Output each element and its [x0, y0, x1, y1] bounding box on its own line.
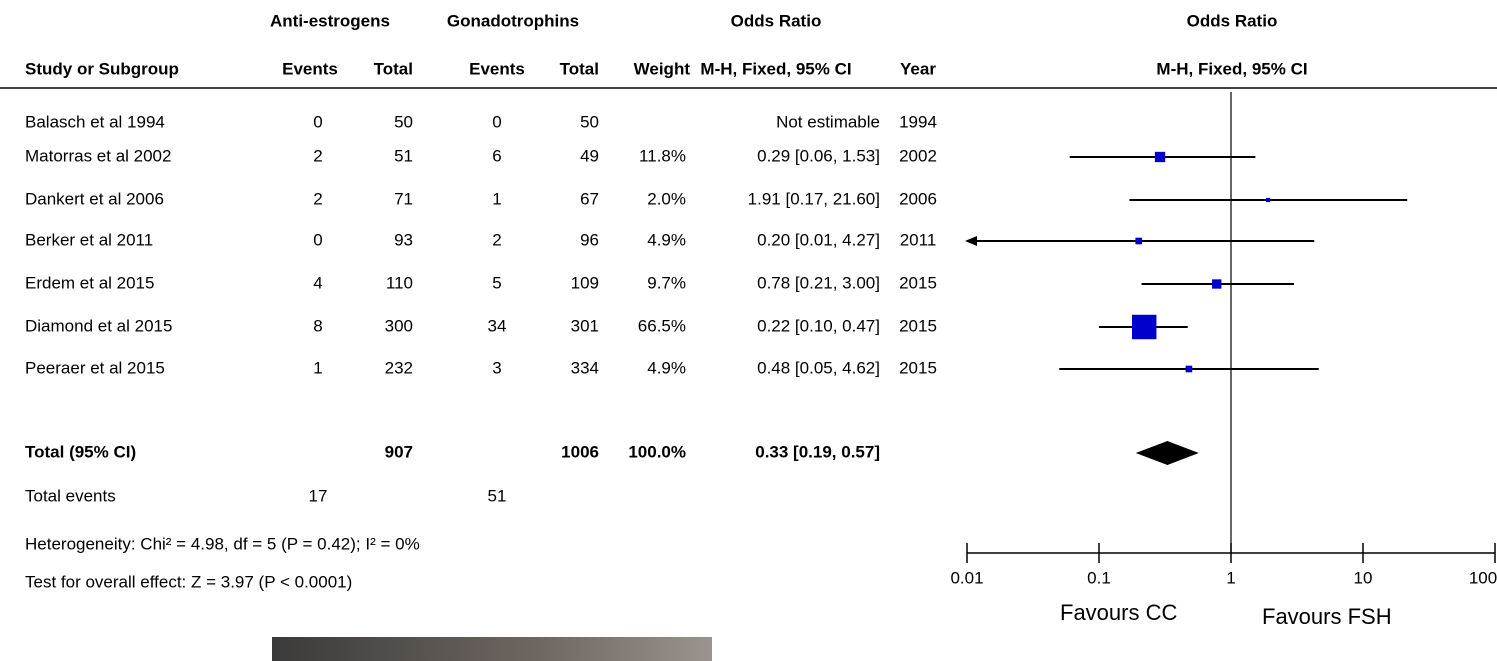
cell-events1: 0	[313, 230, 322, 249]
cell-weight-label: 66.5%	[638, 316, 686, 335]
cell-name: Peeraer et al 2015	[25, 358, 165, 377]
cell-events1: 0	[313, 112, 322, 131]
total-events-2: 51	[488, 486, 507, 505]
total-weight-label: 100.0%	[628, 442, 686, 461]
total-name: Total (95% CI)	[25, 442, 136, 461]
x-tick-label: 100	[1469, 568, 1497, 587]
cell-events2: 3	[492, 358, 501, 377]
group-header: Anti-estrogens	[270, 11, 390, 30]
cell-events1: 8	[313, 316, 322, 335]
cell-year: 2002	[899, 146, 937, 165]
cell-total2: 49	[580, 146, 599, 165]
photo-fragment	[272, 637, 712, 661]
favours-right: Favours FSH	[1262, 604, 1462, 630]
study-marker	[1212, 279, 1221, 288]
column-header: Events	[469, 59, 525, 78]
cell-name: Balasch et al 1994	[25, 112, 165, 131]
cell-events2: 34	[488, 316, 507, 335]
cell-ci-label: 0.20 [0.01, 4.27]	[757, 230, 880, 249]
x-tick-label: 1	[1226, 568, 1235, 587]
cell-total1: 93	[394, 230, 413, 249]
cell-total2: 109	[571, 273, 599, 292]
cell-total2: 67	[580, 189, 599, 208]
cell-total1: 50	[394, 112, 413, 131]
plot-title: Odds Ratio	[1187, 11, 1278, 30]
cell-events2: 5	[492, 273, 501, 292]
cell-total2: 301	[571, 316, 599, 335]
cell-ci-label: 1.91 [0.17, 21.60]	[748, 189, 880, 208]
plot-subtitle: M-H, Fixed, 95% CI	[1156, 59, 1307, 78]
x-tick-label: 10	[1354, 568, 1373, 587]
cell-ci-label: 0.29 [0.06, 1.53]	[757, 146, 880, 165]
cell-total1: 232	[385, 358, 413, 377]
cell-ci-label: Not estimable	[776, 112, 880, 131]
overall-effect: Test for overall effect: Z = 3.97 (P < 0…	[25, 572, 352, 591]
cell-total2: 334	[571, 358, 599, 377]
cell-name: Erdem et al 2015	[25, 273, 154, 292]
cell-total2: 96	[580, 230, 599, 249]
total-diamond	[1136, 441, 1199, 465]
cell-events1: 1	[313, 358, 322, 377]
favours-left: Favours CC	[1060, 600, 1180, 626]
chart: Anti-estrogens Gonadotrophins Odds Ratio…	[0, 0, 1497, 661]
cell-total2: 50	[580, 112, 599, 131]
cell-year: 2015	[899, 316, 937, 335]
cell-name: Diamond et al 2015	[25, 316, 172, 335]
cell-events1: 2	[313, 189, 322, 208]
ci-arrow	[965, 236, 977, 246]
study-marker	[1266, 198, 1270, 202]
cell-events2: 6	[492, 146, 501, 165]
cell-total1: 51	[394, 146, 413, 165]
cell-weight-label: 11.8%	[639, 146, 686, 165]
column-header: Weight	[634, 59, 691, 78]
cell-year: 2006	[899, 189, 937, 208]
cell-name: Berker et al 2011	[25, 230, 153, 249]
cell-weight-label: 4.9%	[647, 230, 686, 249]
column-header: Year	[900, 59, 936, 78]
cell-events1: 2	[313, 146, 322, 165]
study-marker	[1186, 366, 1193, 373]
cell-year: 1994	[899, 112, 937, 131]
forest-plot-page: Anti-estrogens Gonadotrophins Odds Ratio…	[0, 0, 1497, 661]
cell-ci-label: 0.48 [0.05, 4.62]	[757, 358, 880, 377]
cell-weight-label: 9.7%	[647, 273, 686, 292]
cell-total1: 71	[394, 189, 413, 208]
column-header: Events	[282, 59, 338, 78]
study-marker	[1155, 152, 1165, 162]
group-header: Gonadotrophins	[447, 11, 579, 30]
cell-weight-label: 4.9%	[647, 358, 686, 377]
cell-total1: 110	[386, 273, 413, 292]
column-header: Total	[560, 59, 599, 78]
column-header: Study or Subgroup	[25, 59, 179, 78]
column-header: M-H, Fixed, 95% CI	[700, 59, 851, 78]
cell-weight-label: 2.0%	[647, 189, 686, 208]
cell-events2: 2	[492, 230, 501, 249]
group-header: Odds Ratio	[731, 11, 822, 30]
study-marker	[1132, 315, 1156, 339]
total-ci-label: 0.33 [0.19, 0.57]	[755, 442, 880, 461]
cell-events1: 4	[313, 273, 322, 292]
cell-year: 2015	[899, 358, 937, 377]
cell-name: Matorras et al 2002	[25, 146, 171, 165]
cell-name: Dankert et al 2006	[25, 189, 164, 208]
cell-ci-label: 0.78 [0.21, 3.00]	[757, 273, 880, 292]
heterogeneity: Heterogeneity: Chi² = 4.98, df = 5 (P = …	[25, 534, 420, 553]
cell-year: 2015	[899, 273, 937, 292]
total-total2: 1006	[561, 442, 599, 461]
total-events-label: Total events	[25, 486, 116, 505]
cell-ci-label: 0.22 [0.10, 0.47]	[757, 316, 880, 335]
total-events-1: 17	[309, 486, 328, 505]
cell-total1: 300	[385, 316, 413, 335]
x-tick-label: 0.01	[950, 568, 983, 587]
study-marker	[1135, 238, 1142, 245]
column-header: Total	[374, 59, 413, 78]
total-total1: 907	[385, 442, 413, 461]
cell-events2: 0	[492, 112, 501, 131]
cell-events2: 1	[492, 189, 501, 208]
cell-year: 2011	[900, 230, 937, 249]
x-tick-label: 0.1	[1087, 568, 1111, 587]
